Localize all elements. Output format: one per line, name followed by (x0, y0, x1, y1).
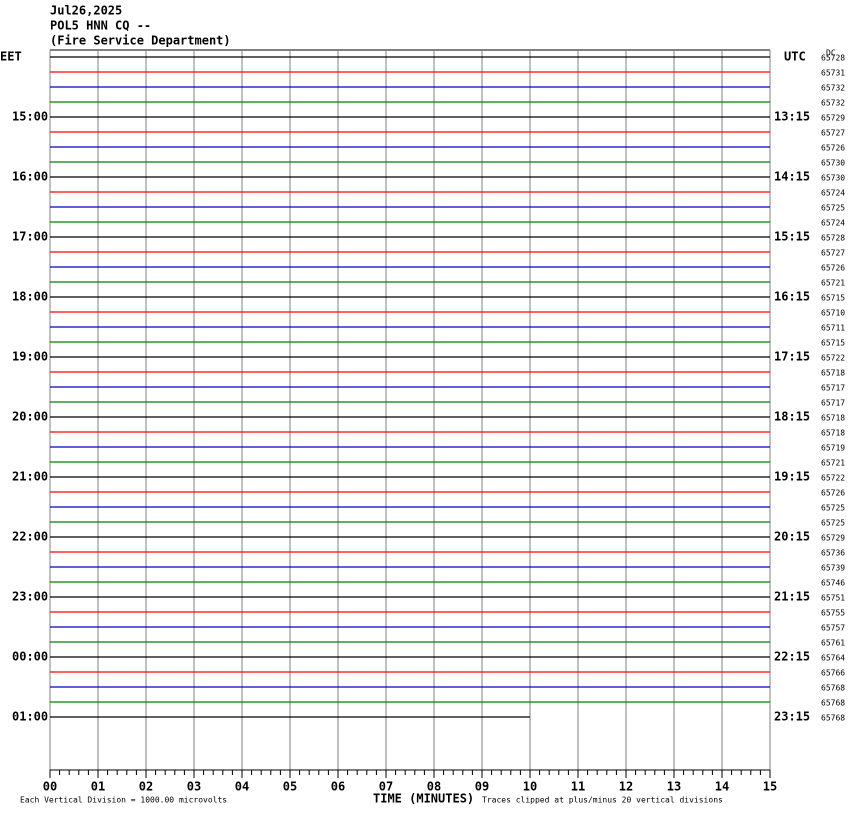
dc-value: 65724 (821, 219, 845, 228)
dc-value: 65721 (821, 279, 845, 288)
utc-label: 23:15 (774, 710, 810, 724)
clip-note: Traces clipped at plus/minus 20 vertical… (482, 796, 723, 805)
right-zone: UTC (784, 50, 806, 64)
dc-value: 65710 (821, 309, 845, 318)
dc-value: 65768 (821, 699, 845, 708)
x-tick-label: 03 (187, 780, 201, 794)
x-tick-label: 04 (235, 780, 249, 794)
dc-value: 65727 (821, 129, 845, 138)
utc-label: 14:15 (774, 170, 810, 184)
dc-value: 65732 (821, 84, 845, 93)
x-tick-label: 15 (763, 780, 777, 794)
eet-label: 21:00 (12, 470, 48, 484)
x-tick-label: 13 (667, 780, 681, 794)
dc-value: 65722 (821, 354, 845, 363)
dc-value: 65768 (821, 684, 845, 693)
dc-value: 65718 (821, 414, 845, 423)
utc-label: 17:15 (774, 350, 810, 364)
x-tick-label: 07 (379, 780, 393, 794)
left-zone: EET (0, 50, 22, 64)
eet-label: 20:00 (12, 410, 48, 424)
utc-label: 16:15 (774, 290, 810, 304)
eet-label: 18:00 (12, 290, 48, 304)
utc-label: 15:15 (774, 230, 810, 244)
dc-value: 65715 (821, 294, 845, 303)
x-tick-label: 10 (523, 780, 537, 794)
dc-value: 65739 (821, 564, 845, 573)
dc-value: 65718 (821, 369, 845, 378)
utc-label: 21:15 (774, 590, 810, 604)
x-tick-label: 11 (571, 780, 585, 794)
title-line: Jul26,2025 (50, 4, 122, 18)
dc-value: 65726 (821, 144, 845, 153)
utc-label: 20:15 (774, 530, 810, 544)
dc-value: 65757 (821, 624, 845, 633)
dc-value: 65729 (821, 114, 845, 123)
dc-value: 65727 (821, 249, 845, 258)
dc-value: 65715 (821, 339, 845, 348)
eet-label: 17:00 (12, 230, 48, 244)
dc-value: 65726 (821, 264, 845, 273)
x-tick-label: 08 (427, 780, 441, 794)
eet-label: 23:00 (12, 590, 48, 604)
utc-label: 22:15 (774, 650, 810, 664)
dc-value: 65717 (821, 399, 845, 408)
dc-value: 65725 (821, 519, 845, 528)
dc-value: 65728 (821, 234, 845, 243)
dc-value: 65724 (821, 189, 845, 198)
dc-value: 65730 (821, 159, 845, 168)
x-tick-label: 01 (91, 780, 105, 794)
dc-value: 65764 (821, 654, 845, 663)
dc-value: 65718 (821, 429, 845, 438)
x-tick-label: 05 (283, 780, 297, 794)
x-tick-label: 00 (43, 780, 57, 794)
dc-value: 65719 (821, 444, 845, 453)
dc-value: 65766 (821, 669, 845, 678)
dc-value: 65730 (821, 174, 845, 183)
dc-value: 65725 (821, 204, 845, 213)
dc-value: 65722 (821, 474, 845, 483)
eet-label: 16:00 (12, 170, 48, 184)
x-tick-label: 12 (619, 780, 633, 794)
dc-value: 65746 (821, 579, 845, 588)
scale-note: Each Vertical Division = 1000.00 microvo… (20, 796, 227, 805)
dc-value: 65717 (821, 384, 845, 393)
title-line: (Fire Service Department) (50, 34, 231, 48)
dc-value: 65731 (821, 69, 845, 78)
eet-label: 00:00 (12, 650, 48, 664)
dc-label: DC (826, 49, 836, 58)
utc-label: 18:15 (774, 410, 810, 424)
eet-label: 22:00 (12, 530, 48, 544)
dc-value: 65729 (821, 534, 845, 543)
dc-value: 65725 (821, 504, 845, 513)
x-axis-label: TIME (MINUTES) (373, 792, 474, 806)
dc-value: 65732 (821, 99, 845, 108)
dc-value: 65728 (821, 54, 845, 63)
dc-value: 65726 (821, 489, 845, 498)
dc-value: 65768 (821, 714, 845, 723)
x-tick-label: 14 (715, 780, 729, 794)
dc-value: 65721 (821, 459, 845, 468)
x-tick-label: 02 (139, 780, 153, 794)
dc-value: 65711 (821, 324, 845, 333)
eet-label: 15:00 (12, 110, 48, 124)
x-tick-label: 06 (331, 780, 345, 794)
utc-label: 19:15 (774, 470, 810, 484)
title-line: POL5 HNN CQ -- (50, 19, 151, 33)
eet-label: 01:00 (12, 710, 48, 724)
x-tick-label: 09 (475, 780, 489, 794)
eet-label: 19:00 (12, 350, 48, 364)
dc-value: 65755 (821, 609, 845, 618)
dc-value: 65761 (821, 639, 845, 648)
utc-label: 13:15 (774, 110, 810, 124)
dc-value: 65751 (821, 594, 845, 603)
dc-value: 65736 (821, 549, 845, 558)
